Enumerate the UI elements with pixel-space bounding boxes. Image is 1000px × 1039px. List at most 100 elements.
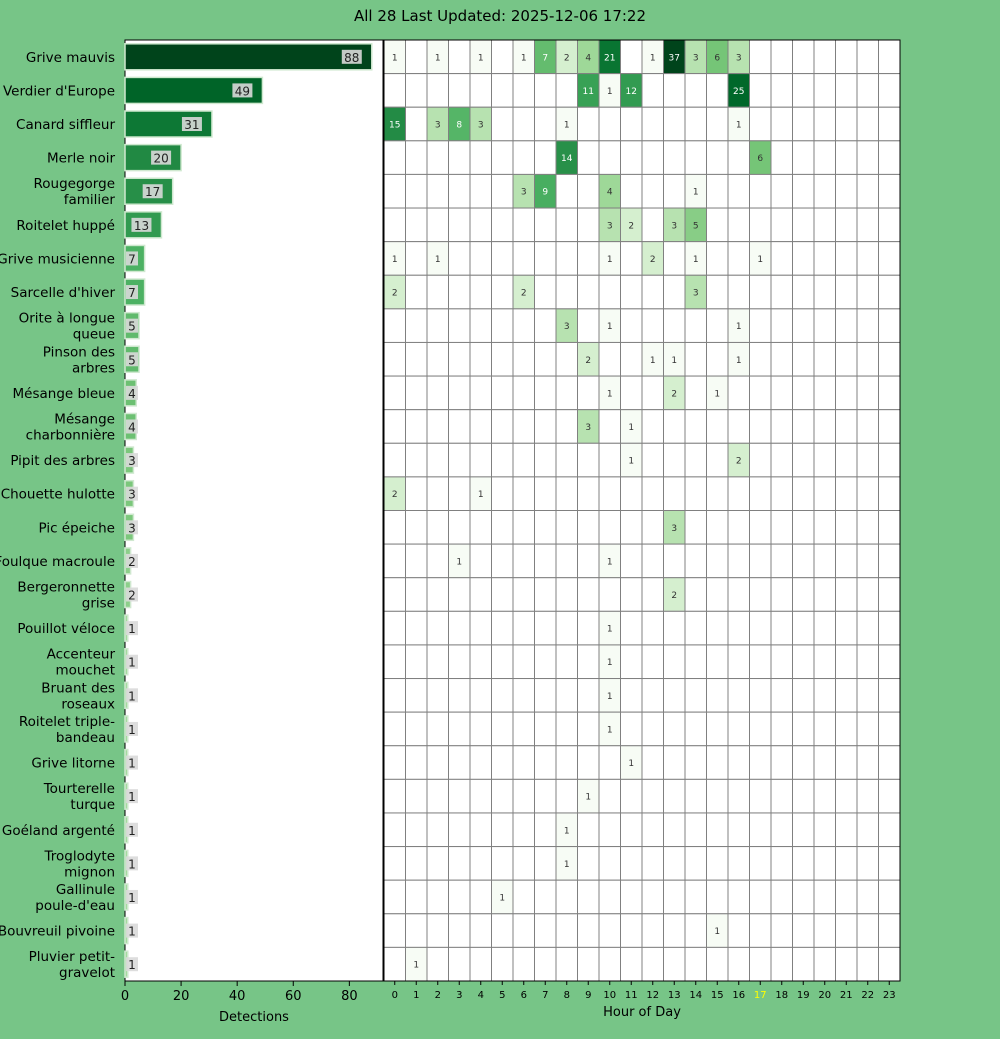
- heatmap-cell: [770, 577, 793, 612]
- heatmap-cell: [448, 73, 471, 108]
- heatmap-cell: [770, 207, 793, 243]
- heatmap-cell: [813, 409, 836, 444]
- heatmap-cell: [813, 442, 836, 478]
- heatmap-cell: [448, 341, 471, 377]
- heatmap-cell: [577, 476, 600, 511]
- heatmap-cell: [641, 812, 664, 848]
- heatmap-cell: [727, 946, 750, 982]
- heatmap-cell: [555, 510, 578, 545]
- heatmap-cell: [598, 510, 621, 545]
- species-label: Orite à longue queue: [19, 311, 115, 343]
- heatmap-cell: [491, 745, 514, 780]
- heatmap-cell: [792, 442, 815, 478]
- heatmap-cell: [641, 173, 664, 209]
- heatmap-cell: [383, 73, 406, 108]
- bar-value-label: 3: [128, 454, 136, 468]
- heatmap-cell: [835, 442, 858, 478]
- heatmap-cell: [792, 879, 815, 915]
- heatmap-cell: [383, 409, 406, 444]
- hour-tick-label: 0: [392, 990, 398, 1001]
- heatmap-cell: [663, 409, 686, 444]
- heatmap-cell: [491, 577, 514, 612]
- heatmap-cell: [491, 610, 514, 646]
- heatmap-cell: [878, 173, 901, 209]
- bar-value-box: [142, 184, 163, 199]
- heatmap-cell: [620, 341, 643, 377]
- heatmap-cell: [792, 106, 815, 142]
- heatmap-cell: [426, 610, 449, 646]
- heatmap-cell: [469, 73, 492, 108]
- bar-value-label: 20: [153, 152, 168, 166]
- heatmap-cell-value: 3: [435, 121, 441, 131]
- heatmap-cell: [426, 711, 449, 747]
- hour-tick-label: 21: [840, 990, 853, 1001]
- bar-value-label: 5: [128, 320, 136, 334]
- heatmap-cell: [383, 308, 406, 343]
- hour-tick-label: 20: [818, 990, 831, 1001]
- heatmap-cell: [448, 274, 471, 310]
- heatmap-cell: [555, 913, 578, 948]
- heatmap-cell: [620, 140, 643, 175]
- heatmap-cell: [835, 846, 858, 881]
- heatmap-cell: [620, 678, 643, 713]
- heatmap-cell: [491, 946, 514, 982]
- heatmap-cell: [405, 577, 428, 612]
- heatmap-cell: [856, 644, 879, 680]
- heatmap-cell: [641, 375, 664, 411]
- hour-tick-label: 19: [797, 990, 810, 1001]
- heatmap-cell: [448, 778, 471, 814]
- heatmap-cell: [512, 375, 535, 411]
- heatmap-cell: [448, 913, 471, 948]
- heatmap-cell: [684, 308, 707, 343]
- heatmap-cell: [426, 73, 449, 108]
- heatmap-cell: [684, 543, 707, 579]
- heatmap-cell-value: 1: [585, 793, 591, 803]
- heatmap-cell: [684, 678, 707, 713]
- heatmap-cell: [792, 846, 815, 881]
- heatmap-cell: [448, 711, 471, 747]
- heatmap-cell: [749, 308, 772, 343]
- heatmap-cell: [426, 140, 449, 175]
- heatmap-cell: [749, 846, 772, 881]
- heatmap-cell: [770, 442, 793, 478]
- heatmap-cell: [426, 375, 449, 411]
- heatmap-cell: [706, 644, 729, 680]
- bar-value-label: 13: [134, 219, 149, 233]
- heatmap-cell-value: 1: [607, 557, 613, 567]
- heatmap-cell: [749, 812, 772, 848]
- heatmap-cell: [426, 207, 449, 243]
- bar-value-label: 31: [184, 118, 199, 132]
- heatmap-cell: [405, 375, 428, 411]
- heatmap-cell: [512, 745, 535, 780]
- heatmap-cell: [577, 308, 600, 343]
- heatmap-cell: [534, 341, 557, 377]
- heatmap-cell: [663, 846, 686, 881]
- heatmap-cell-value: 1: [671, 356, 677, 366]
- heatmap-cell: [512, 678, 535, 713]
- heatmap-cell: [813, 510, 836, 545]
- heatmap-cell: [813, 946, 836, 982]
- heatmap-cell: [534, 812, 557, 848]
- heatmap-cell: [620, 375, 643, 411]
- heatmap-cell: [491, 644, 514, 680]
- heatmap-cell: [792, 409, 815, 444]
- heatmap-cell: [792, 173, 815, 209]
- heatmap-cell: [405, 913, 428, 948]
- heatmap-cell: [512, 846, 535, 881]
- bar-value-box: [126, 789, 138, 804]
- heatmap-cell: [835, 308, 858, 343]
- hour-tick-label: 23: [883, 990, 896, 1001]
- heatmap-cell: [770, 510, 793, 545]
- heatmap-cell-value: 14: [561, 154, 573, 164]
- heatmap-cell: [448, 946, 471, 982]
- heatmap-cell: [598, 946, 621, 982]
- bar-value-box: [126, 822, 138, 837]
- heatmap-cell: [405, 644, 428, 680]
- heatmap-cell: [770, 341, 793, 377]
- heatmap-cell-value: 1: [693, 188, 699, 198]
- heatmap-cell: [620, 476, 643, 511]
- heatmap-cell: [727, 711, 750, 747]
- heatmap-cell: [749, 73, 772, 108]
- heatmap-cell: [577, 745, 600, 780]
- bar-value-box: [126, 352, 138, 367]
